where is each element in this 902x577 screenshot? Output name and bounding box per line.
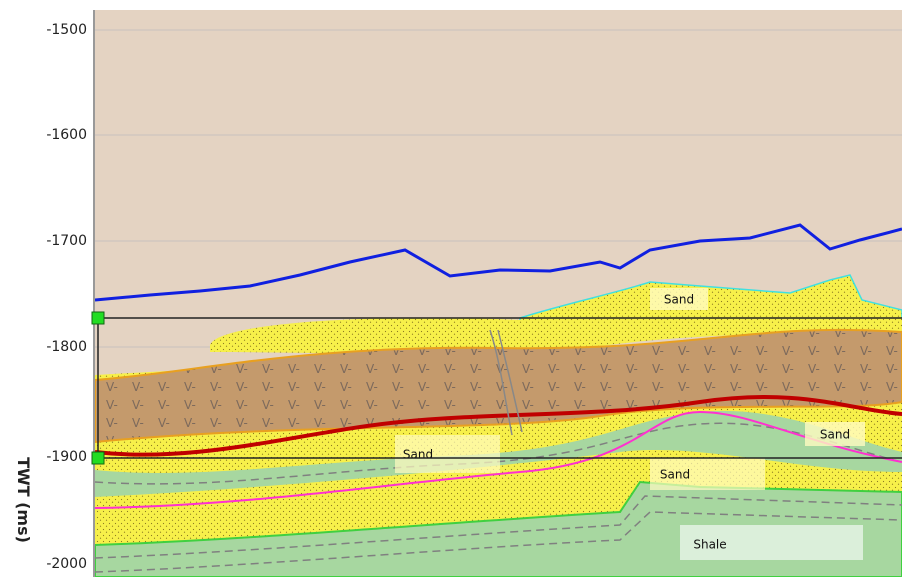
plot: Sand Sand Sand Sand Shale bbox=[95, 10, 902, 577]
y-tick-label: -1700 bbox=[46, 233, 87, 249]
layer-label: Sand bbox=[403, 448, 433, 462]
section-view: V- -1500 -1600 -1700 -1800 -1900 -2000 T… bbox=[0, 0, 902, 577]
axis-area: -1500 -1600 -1700 -1800 -1900 -2000 TWT … bbox=[14, 10, 94, 577]
y-tick-label: -1500 bbox=[46, 22, 87, 38]
handle[interactable] bbox=[92, 312, 104, 324]
axis-label: TWT (ms) bbox=[14, 457, 33, 543]
y-tick-label: -1900 bbox=[46, 449, 87, 465]
y-tick-label: -1600 bbox=[46, 127, 87, 143]
y-tick-label: -1800 bbox=[46, 339, 87, 355]
layer-label: Sand bbox=[820, 428, 850, 442]
page: V- -1500 -1600 -1700 -1800 -1900 -2000 T… bbox=[0, 0, 902, 577]
layer-label: Sand bbox=[660, 468, 690, 482]
layer-label: Shale bbox=[693, 538, 726, 552]
y-tick-label: -2000 bbox=[46, 556, 87, 572]
handle[interactable] bbox=[92, 452, 104, 464]
layer-label: Sand bbox=[664, 293, 694, 307]
